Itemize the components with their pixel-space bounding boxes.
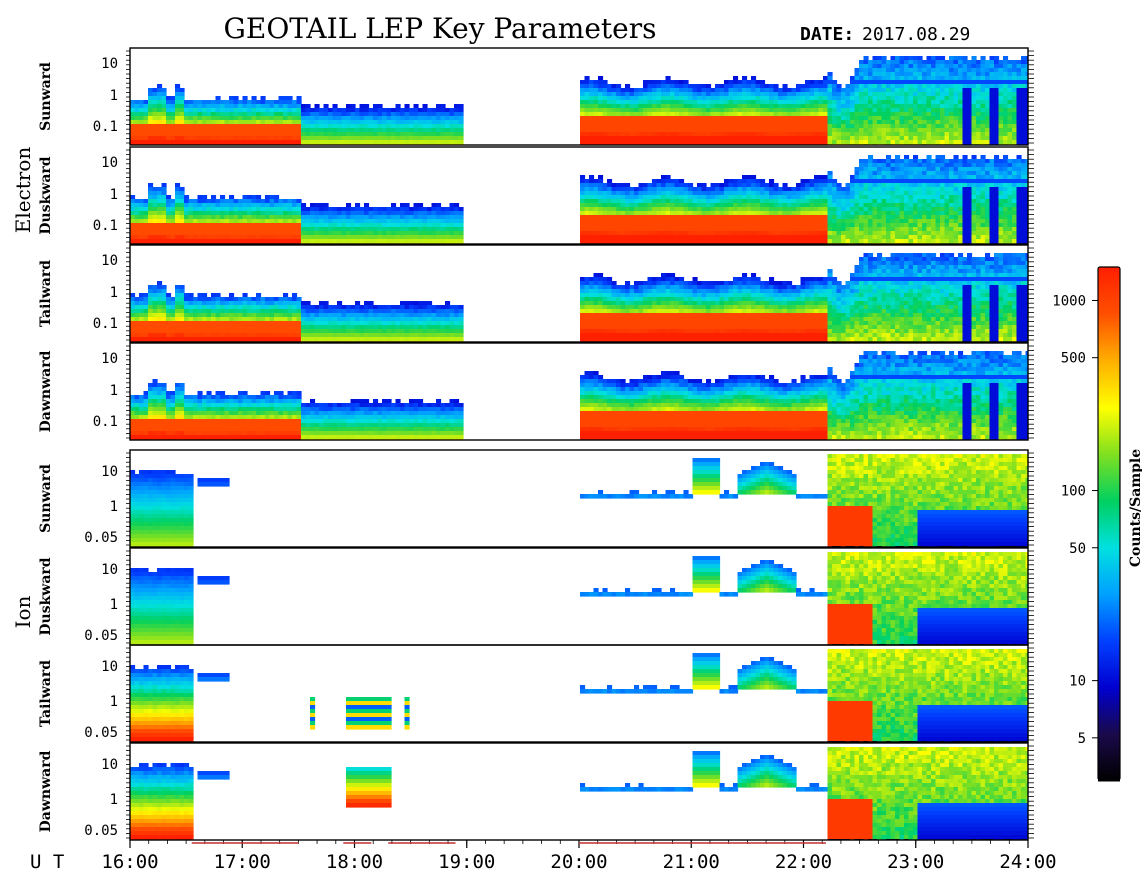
- panel-ion-tailward: 10 1 0.05 Tailward: [38, 644, 1034, 743]
- spectrogram-image: [130, 454, 1028, 547]
- y-tick-label: 1: [110, 499, 118, 515]
- spectrogram-image: [130, 649, 1028, 742]
- colorbar: 5 10 50 100 500 1000 Counts/Sample: [1052, 266, 1142, 782]
- y-tick-label: 10: [101, 351, 118, 367]
- x-tick-label: 22:00: [775, 851, 832, 873]
- x-tick-label: 19:00: [438, 851, 495, 873]
- panel-electron-duskward: 10 1 0.1 Duskward: [38, 146, 1034, 245]
- panel-frame: [129, 47, 1029, 146]
- panel-frame: [129, 644, 1029, 743]
- colorbar-tick-label: 10: [1069, 674, 1086, 690]
- panel-electron-sunward: 10 1 0.1 Sunward: [38, 47, 1034, 146]
- y-tick-label: 0.1: [93, 119, 118, 135]
- y-tick-label: 1: [110, 187, 118, 203]
- spectrogram-image: [130, 747, 1028, 840]
- y-tick-label: 0.05: [84, 530, 118, 546]
- x-tick-label: 23:00: [887, 851, 944, 873]
- y-tick-label: 0.05: [84, 725, 118, 741]
- spectrogram-panels: 10 1 0.1 Sunward 10 1 0.1 Duskward 10 1 0.1 Tailwar…: [38, 47, 1034, 841]
- panel-label: Sunward: [38, 464, 54, 533]
- panel-label: Sunward: [38, 62, 54, 131]
- y-tick-label: 10: [101, 253, 118, 269]
- x-tick-label: 18:00: [326, 851, 383, 873]
- panel-ion-duskward: 10 1 0.05 Duskward: [38, 547, 1034, 646]
- colorbar-tick-label: 500: [1061, 351, 1086, 367]
- x-tick-label: 21:00: [663, 851, 720, 873]
- y-tick-label: 10: [101, 56, 118, 72]
- panel-electron-tailward: 10 1 0.1 Tailward: [38, 244, 1034, 343]
- y-tick-label: 10: [101, 155, 118, 171]
- x-tick-label: 17:00: [214, 851, 271, 873]
- panel-frame: [129, 342, 1029, 441]
- x-tick-label: 24:00: [999, 851, 1056, 873]
- panel-frame: [129, 146, 1029, 245]
- x-axis-label: U T: [30, 851, 64, 873]
- chart-title: GEOTAIL LEP Key Parameters: [224, 12, 657, 45]
- y-tick-label: 10: [101, 757, 118, 773]
- y-tick-label: 0.1: [93, 414, 118, 430]
- colorbar-tick-label: 1000: [1052, 293, 1086, 309]
- panel-ion-dawnward: 10 1 0.05 Dawnward: [38, 742, 1034, 841]
- panel-label: Tailward: [38, 260, 54, 327]
- x-tick-label: 16:00: [101, 851, 158, 873]
- spectrogram-image: [130, 351, 1028, 440]
- date-label: DATE:: [800, 24, 854, 45]
- y-tick-label: 0.05: [84, 823, 118, 839]
- panel-label: Dawnward: [38, 350, 54, 432]
- y-tick-label: 10: [101, 659, 118, 675]
- y-tick-label: 1: [110, 285, 118, 301]
- colorbar-tick-label: 100: [1061, 484, 1086, 500]
- colorbar-frame: [1097, 266, 1121, 781]
- colorbar-label: Counts/Sample: [1128, 449, 1142, 567]
- date-value: 2017.08.29: [862, 24, 970, 45]
- group-label-electron: Electron: [11, 147, 35, 234]
- y-tick-label: 1: [110, 694, 118, 710]
- y-tick-label: 10: [101, 562, 118, 578]
- y-tick-label: 0.1: [93, 218, 118, 234]
- panel-label: Dawnward: [38, 750, 54, 832]
- panel-frame: [129, 449, 1029, 548]
- y-tick-label: 1: [110, 597, 118, 613]
- y-tick-label: 1: [110, 792, 118, 808]
- panel-label: Tailward: [38, 660, 54, 727]
- group-labels: Electron Ion: [11, 147, 35, 629]
- spectrogram-image: [130, 552, 1028, 645]
- panel-label: Duskward: [38, 557, 54, 635]
- y-tick-label: 0.1: [93, 316, 118, 332]
- y-tick-label: 1: [110, 88, 118, 104]
- group-label-ion: Ion: [11, 595, 35, 628]
- spectrogram-image: [130, 56, 1028, 145]
- panel-label: Duskward: [38, 156, 54, 234]
- panel-electron-dawnward: 10 1 0.1 Dawnward: [38, 342, 1034, 441]
- y-tick-label: 0.05: [84, 628, 118, 644]
- y-tick-label: 1: [110, 383, 118, 399]
- colorbar-tick-label: 50: [1069, 541, 1086, 557]
- colorbar-tick-label: 5: [1078, 731, 1086, 747]
- spectrogram-image: [130, 253, 1028, 342]
- panel-frame: [129, 244, 1029, 343]
- panel-ion-sunward: 10 1 0.05 Sunward: [38, 449, 1034, 548]
- title-block: GEOTAIL LEP Key Parameters DATE: 2017.08…: [224, 12, 971, 45]
- x-axis: U T 16:00 17:00 18:00 19:00 20:00 21:00 22:00 23…: [30, 840, 1057, 873]
- y-tick-label: 10: [101, 464, 118, 480]
- spectrogram-image: [130, 155, 1028, 244]
- x-tick-label: 20:00: [550, 851, 607, 873]
